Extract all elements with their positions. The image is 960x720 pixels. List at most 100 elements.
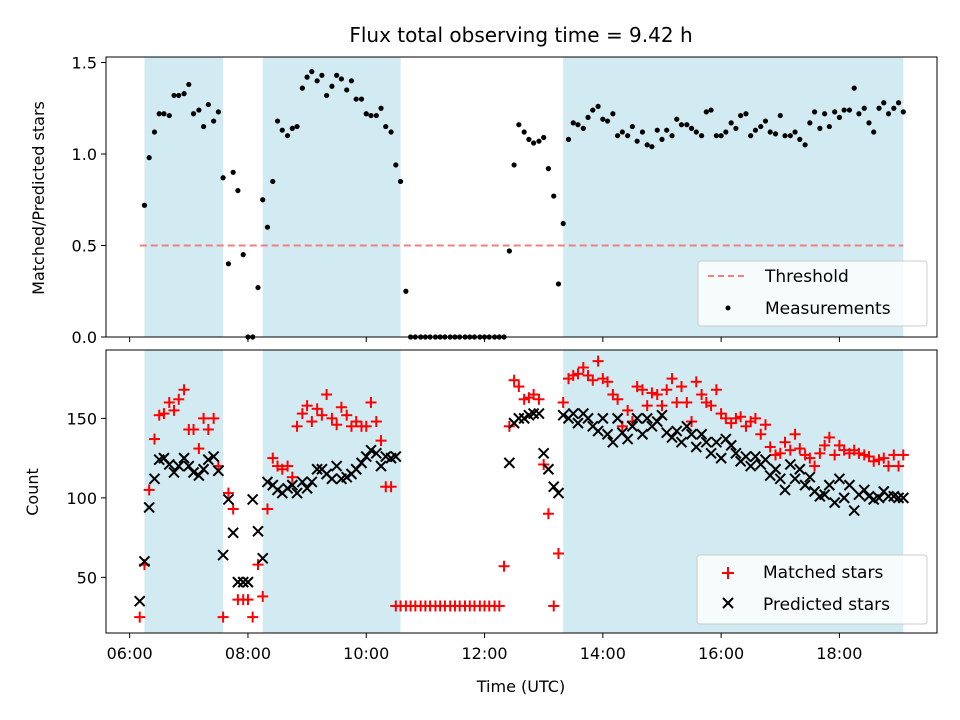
predicted-stars-point	[794, 463, 806, 475]
matched-stars-point	[153, 409, 165, 421]
measurement-point	[348, 78, 355, 84]
predicted-stars-point	[799, 479, 811, 491]
measurement-point	[279, 127, 285, 133]
matched-stars-point	[656, 400, 668, 412]
matched-stars-point	[518, 393, 530, 405]
predicted-stars-point	[651, 415, 663, 428]
measurement-point	[693, 129, 699, 135]
y-tick-label: 1.0	[72, 145, 97, 164]
legend-frame	[696, 554, 928, 625]
measurement-point	[767, 129, 773, 135]
matched-stars-point	[548, 600, 560, 612]
matched-stars-point	[261, 503, 273, 515]
matched-stars-point	[770, 449, 782, 461]
predicted-stars-point	[257, 552, 269, 564]
measurement-point	[817, 125, 823, 131]
measurement-point	[851, 85, 857, 91]
predicted-stars-point	[744, 460, 757, 472]
matched-stars-point	[661, 384, 673, 396]
matched-stars-point	[823, 431, 835, 443]
legend-count: Matched stars Predicted stars	[696, 554, 928, 625]
matched-stars-point	[602, 376, 614, 388]
measurement-point	[703, 109, 709, 115]
measurement-point	[610, 111, 616, 117]
measurement-point	[649, 144, 655, 150]
predicted-stars-point	[326, 473, 338, 485]
measurement-point	[176, 92, 182, 99]
measurement-point	[619, 129, 625, 135]
predicted-stars-point	[597, 412, 609, 425]
matched-stars-point	[311, 403, 323, 415]
measurement-point	[521, 129, 527, 135]
matched-stars-point	[715, 408, 727, 420]
matched-stars-point	[779, 436, 791, 448]
matched-stars-point	[567, 369, 579, 381]
matched-stars-point	[888, 449, 900, 461]
predicted-stars-point	[636, 428, 649, 440]
measurement-point	[358, 96, 365, 102]
legend-ratio: Threshold Measurements	[697, 260, 928, 327]
predicted-stars-point	[582, 412, 594, 425]
predicted-stars-point	[838, 492, 850, 504]
measurement-point	[368, 112, 374, 119]
measurement-point	[304, 74, 310, 80]
measurement-point	[240, 252, 246, 258]
legend-label-matched: Matched stars	[763, 563, 883, 583]
matched-stars-point	[784, 444, 796, 456]
measurement-point	[264, 224, 271, 230]
measurement-point	[329, 83, 335, 89]
matched-stars-point	[365, 396, 377, 408]
matched-stars-point	[858, 449, 870, 461]
measurement-point	[506, 248, 512, 254]
predicted-stars-point	[567, 407, 579, 420]
measurement-point	[373, 112, 379, 119]
matched-stars-point	[296, 408, 308, 420]
matched-stars-point	[542, 508, 554, 520]
measurement-point	[575, 122, 581, 128]
matched-stars-point	[247, 611, 259, 623]
measurement-point	[260, 197, 266, 203]
matched-stars-point	[735, 411, 747, 423]
predicted-stars-point	[848, 504, 860, 517]
measurement-point	[678, 122, 685, 128]
x-tick-label: 10:00	[343, 644, 389, 663]
measurement-point	[151, 129, 158, 135]
measurement-point	[654, 127, 660, 133]
measurement-point	[718, 133, 724, 139]
x-axis-title: Time (UTC)	[476, 677, 565, 696]
matched-stars-point	[178, 384, 190, 396]
measurement-point	[885, 111, 892, 117]
measurement-point	[748, 133, 754, 139]
predicted-stars-point	[725, 439, 737, 452]
measurement-point	[186, 81, 192, 88]
measurement-point	[856, 111, 862, 117]
matched-stars-point	[163, 396, 175, 408]
legend-label-predicted: Predicted stars	[763, 595, 890, 615]
matched-stars-point	[188, 423, 200, 435]
matched-stars-point	[321, 389, 333, 401]
predicted-stars-point	[690, 441, 702, 453]
legend-swatch-matched	[722, 567, 734, 579]
measurement-point	[590, 107, 596, 113]
matched-stars-point	[350, 416, 362, 428]
predicted-stars-point	[779, 484, 791, 496]
measurement-point	[708, 107, 714, 113]
predicted-stars-point	[202, 453, 215, 466]
matched-stars-point	[730, 412, 742, 424]
measurement-point	[822, 111, 828, 117]
measurement-point	[674, 116, 680, 122]
measurement-point	[777, 112, 783, 119]
measurement-point	[615, 133, 621, 139]
measurement-point	[669, 133, 675, 139]
predicted-stars-point	[621, 433, 634, 445]
predicted-stars-point	[641, 412, 653, 425]
predicted-stars-point	[897, 492, 909, 504]
measurement-point	[338, 76, 345, 82]
measurement-point	[324, 92, 330, 99]
measurement-point	[270, 178, 276, 185]
predicted-stars-point	[163, 458, 175, 471]
measurement-point	[787, 133, 793, 139]
predicted-stars-point	[833, 473, 846, 485]
measurement-point	[545, 166, 552, 172]
measurement-point	[196, 107, 202, 113]
